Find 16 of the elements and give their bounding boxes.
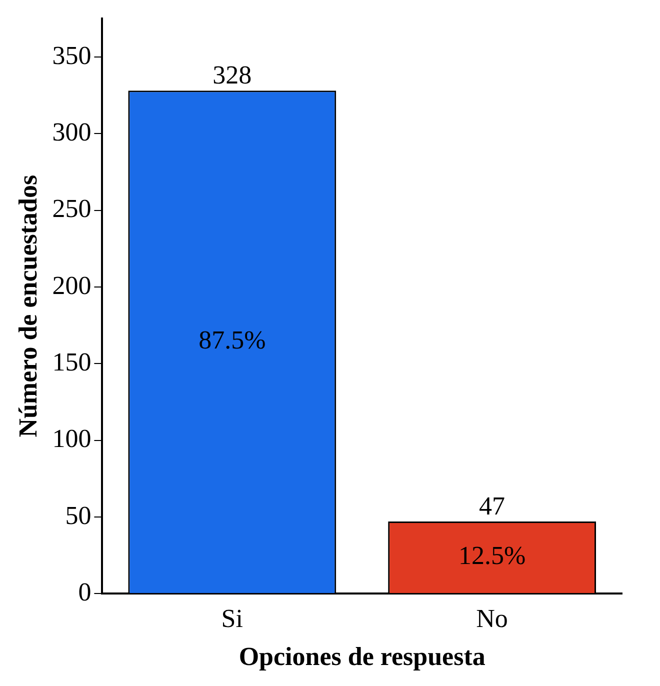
y-tick-label: 150 bbox=[52, 347, 92, 376]
annotation: 12.5% bbox=[458, 541, 526, 570]
y-tick-label: 100 bbox=[52, 424, 92, 454]
data-label: 47 bbox=[479, 491, 506, 520]
y-tick-label: 350 bbox=[52, 40, 92, 70]
y-axis-title: Número de encuestados bbox=[13, 174, 42, 438]
y-tick-label: 0 bbox=[78, 577, 92, 606]
annotation: 87.5% bbox=[198, 326, 266, 355]
y-tick-label: 50 bbox=[65, 500, 92, 530]
data-label: 328 bbox=[212, 60, 252, 90]
x-tick-label: No bbox=[476, 604, 508, 634]
x-tick-label: Si bbox=[221, 604, 243, 634]
y-tick-label: 300 bbox=[52, 117, 92, 146]
y-tick-label: 200 bbox=[52, 270, 92, 300]
y-tick-label: 250 bbox=[52, 194, 92, 224]
x-axis-title: Opciones de respuesta bbox=[238, 642, 486, 672]
